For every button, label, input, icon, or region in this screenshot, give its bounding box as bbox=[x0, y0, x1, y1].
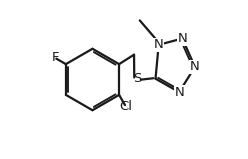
Text: N: N bbox=[154, 38, 163, 51]
Text: S: S bbox=[133, 72, 142, 85]
Text: N: N bbox=[177, 32, 187, 45]
Text: N: N bbox=[174, 86, 184, 99]
Text: Cl: Cl bbox=[119, 100, 132, 113]
Text: F: F bbox=[51, 51, 59, 64]
Text: N: N bbox=[190, 60, 200, 73]
